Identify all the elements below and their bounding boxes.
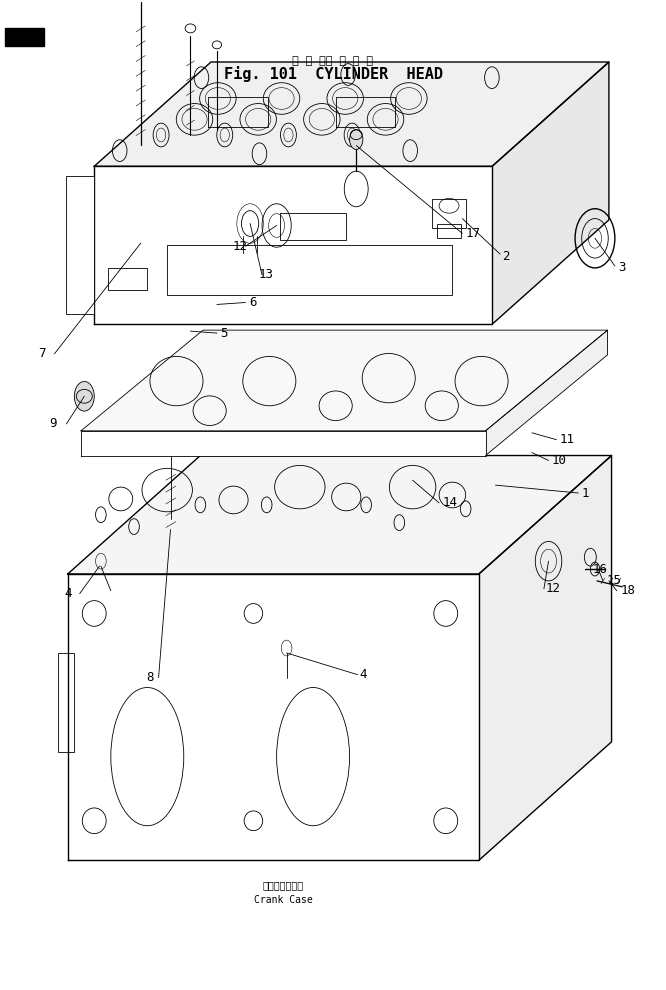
Text: 10: 10: [552, 454, 567, 467]
Bar: [280, 213, 346, 241]
Text: 1: 1: [581, 486, 589, 500]
Text: 11: 11: [560, 434, 575, 446]
Polygon shape: [68, 455, 611, 574]
Text: 17: 17: [466, 227, 481, 240]
Bar: [5, 28, 45, 46]
Text: クランクケース: クランクケース: [262, 880, 304, 890]
Text: 15: 15: [606, 574, 621, 587]
Polygon shape: [95, 166, 492, 324]
Bar: [107, 268, 147, 290]
Text: 12: 12: [232, 240, 247, 252]
Circle shape: [75, 381, 95, 411]
Text: 7: 7: [38, 347, 45, 360]
Bar: [66, 176, 95, 315]
Text: 16: 16: [593, 562, 608, 575]
Polygon shape: [68, 574, 479, 860]
Text: 3: 3: [618, 261, 625, 274]
Text: 6: 6: [249, 296, 256, 309]
Text: 4: 4: [360, 668, 367, 681]
Text: 4: 4: [65, 587, 72, 600]
Text: 18: 18: [620, 584, 635, 597]
Polygon shape: [479, 455, 611, 860]
Bar: [432, 199, 466, 229]
Polygon shape: [492, 62, 609, 324]
Text: 13: 13: [258, 268, 274, 281]
Polygon shape: [486, 330, 607, 455]
Bar: [437, 224, 461, 239]
Polygon shape: [81, 330, 607, 431]
Text: Crank Case: Crank Case: [254, 895, 312, 905]
Text: 14: 14: [442, 496, 458, 510]
Bar: [167, 246, 452, 295]
Circle shape: [350, 130, 363, 149]
Polygon shape: [95, 62, 609, 166]
Text: 5: 5: [220, 327, 228, 340]
Bar: [58, 653, 75, 751]
Text: 2: 2: [502, 249, 509, 262]
Text: 8: 8: [146, 671, 153, 684]
Text: Fig. 101  CYLINDER  HEAD: Fig. 101 CYLINDER HEAD: [224, 66, 442, 82]
Text: シ リ ンダ ヘ ッ ド: シ リ ンダ ヘ ッ ド: [292, 55, 374, 65]
Text: 12: 12: [545, 582, 560, 595]
Polygon shape: [81, 431, 486, 455]
Text: 9: 9: [49, 418, 57, 431]
